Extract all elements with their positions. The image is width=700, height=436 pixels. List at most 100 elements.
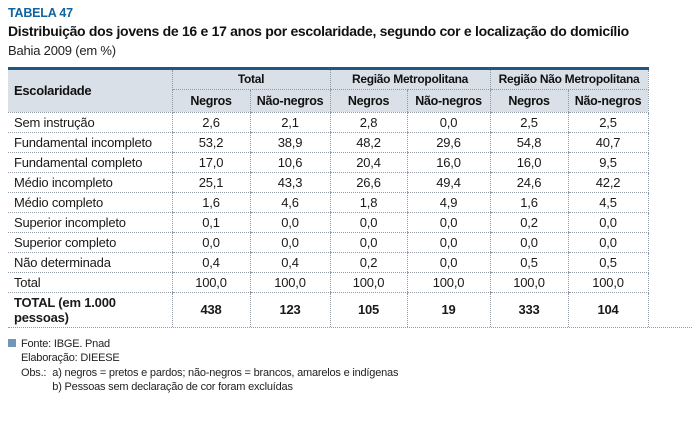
cell-value: 1,6 xyxy=(489,192,569,213)
cell-value: 0,0 xyxy=(567,232,649,253)
cell-value: 100,0 xyxy=(329,272,407,293)
table-row: Fundamental completo 17,0 10,6 20,4 16,0 16,0… xyxy=(8,152,649,173)
row-label: Fundamental incompleto xyxy=(8,132,172,153)
table-row: Médio incompleto 25,1 43,3 26,6 49,4 24,6 42,2 xyxy=(8,172,649,193)
cell-value: 0,0 xyxy=(406,252,491,273)
group-header-regiao-metropolitana: Região Metropolitana xyxy=(329,68,491,90)
cell-value: 24,6 xyxy=(489,172,569,193)
table-body: Sem instrução 2,6 2,1 2,8 0,0 2,5 2,5 Fundament… xyxy=(8,112,649,327)
cell-value: 49,4 xyxy=(406,172,491,193)
cell-value: 0,0 xyxy=(329,212,407,233)
cell-value: 2,6 xyxy=(171,112,250,133)
table-row: Médio completo 1,6 4,6 1,8 4,9 1,6 4,5 xyxy=(8,192,649,213)
cell-value: 333 xyxy=(489,292,569,327)
cell-value: 123 xyxy=(249,292,330,327)
cell-value: 17,0 xyxy=(171,152,250,173)
row-label: Sem instrução xyxy=(8,112,172,133)
cell-value: 4,6 xyxy=(249,192,330,213)
obs-item-a: a) negros = pretos e pardos; não-negros … xyxy=(52,366,399,379)
cell-value: 0,1 xyxy=(171,212,250,233)
cell-value: 2,5 xyxy=(489,112,569,133)
cell-value: 2,5 xyxy=(567,112,649,133)
row-label: Superior completo xyxy=(8,232,172,253)
table-row: Fundamental incompleto 53,2 38,9 48,2 29,6 54… xyxy=(8,132,649,153)
cell-value: 0,0 xyxy=(406,232,491,253)
cell-value: 16,0 xyxy=(489,152,569,173)
page-title: Distribuição dos jovens de 16 e 17 anos … xyxy=(8,23,629,39)
cell-value: 0,4 xyxy=(249,252,330,273)
table-row: Sem instrução 2,6 2,1 2,8 0,0 2,5 2,5 xyxy=(8,112,649,133)
cell-value: 2,1 xyxy=(249,112,330,133)
obs-label: Obs.: xyxy=(21,366,47,379)
escolaridade-table: Escolaridade Total Região Metropolitana … xyxy=(8,66,649,327)
cell-value: 100,0 xyxy=(406,272,491,293)
table-bottom-rule xyxy=(8,326,692,328)
cell-value: 0,0 xyxy=(249,232,330,253)
cell-value: 0,2 xyxy=(489,212,569,233)
source-bullet-icon xyxy=(8,338,16,347)
subheader-total-nao-negros: Não-negros xyxy=(249,89,330,113)
group-header-row: Escolaridade Total Região Metropolitana … xyxy=(8,68,649,113)
cell-value: 29,6 xyxy=(406,132,491,153)
cell-value: 10,6 xyxy=(249,152,330,173)
table-row: Total 100,0 100,0 100,0 100,0 100,0 100,0 xyxy=(8,272,649,293)
cell-value: 0,0 xyxy=(171,232,250,253)
cell-value: 54,8 xyxy=(489,132,569,153)
cell-value: 1,8 xyxy=(329,192,407,213)
row-label: Médio completo xyxy=(8,192,172,213)
cell-value: 0,5 xyxy=(567,252,649,273)
cell-value: 43,3 xyxy=(249,172,330,193)
cell-value: 438 xyxy=(171,292,250,327)
cell-value: 0,0 xyxy=(406,212,491,233)
page-subtitle: Bahia 2009 (em %) xyxy=(8,42,116,58)
cell-value: 0,0 xyxy=(329,232,407,253)
row-label: Superior incompleto xyxy=(8,212,172,233)
group-header-total: Total xyxy=(171,68,330,90)
cell-value: 0,2 xyxy=(329,252,407,273)
cell-value: 105 xyxy=(329,292,407,327)
cell-value: 19 xyxy=(406,292,491,327)
table-row: Não determinada 0,4 0,4 0,2 0,0 0,5 0,5 xyxy=(8,252,649,273)
cell-value: 16,0 xyxy=(406,152,491,173)
cell-value: 4,9 xyxy=(406,192,491,213)
table-row: Superior incompleto 0,1 0,0 0,0 0,0 0,2 0,0 xyxy=(8,212,649,233)
cell-value: 0,0 xyxy=(249,212,330,233)
cell-value: 0,5 xyxy=(489,252,569,273)
subheader-row: Negros Não-negros Negros Não-negros Negr… xyxy=(8,89,649,113)
cell-value: 38,9 xyxy=(249,132,330,153)
cell-value: 53,2 xyxy=(171,132,250,153)
cell-value: 42,2 xyxy=(567,172,649,193)
obs-items: a) negros = pretos e pardos; não-negros … xyxy=(52,366,398,395)
cell-value: 0,0 xyxy=(567,212,649,233)
table-number-tag: TABELA 47 xyxy=(8,6,73,20)
row-label: Médio incompleto xyxy=(8,172,172,193)
table-footer: Fonte: IBGE. Pnad Elaboração: DIEESE Obs… xyxy=(8,337,700,395)
subheader-total-negros: Negros xyxy=(171,89,250,113)
subheader-rm-negros: Negros xyxy=(329,89,407,113)
cell-value: 20,4 xyxy=(329,152,407,173)
obs-item-b: b) Pessoas sem declaração de cor foram e… xyxy=(52,381,293,394)
row-label: Fundamental completo xyxy=(8,152,172,173)
cell-value: 100,0 xyxy=(489,272,569,293)
table-row: TOTAL (em 1.000 pessoas) 438 123 105 19 333 10… xyxy=(8,292,649,327)
group-header-regiao-nao-metropolitana: Região Não Metropolitana xyxy=(489,68,649,90)
observations: Obs.: a) negros = pretos e pardos; não-n… xyxy=(21,366,700,395)
cell-value: 0,0 xyxy=(406,112,491,133)
cell-value: 100,0 xyxy=(567,272,649,293)
row-label: Total xyxy=(8,272,172,293)
cell-value: 4,5 xyxy=(567,192,649,213)
elaboration-text: Elaboração: DIEESE xyxy=(21,352,120,365)
cell-value: 26,6 xyxy=(329,172,407,193)
subheader-rm-nao-negros: Não-negros xyxy=(406,89,491,113)
column-header-escolaridade: Escolaridade xyxy=(8,68,173,113)
cell-value: 25,1 xyxy=(171,172,250,193)
cell-value: 2,8 xyxy=(329,112,407,133)
cell-value: 1,6 xyxy=(171,192,250,213)
table-header: Escolaridade Total Região Metropolitana … xyxy=(8,68,649,113)
cell-value: 9,5 xyxy=(567,152,649,173)
source-line: Fonte: IBGE. Pnad xyxy=(8,337,700,352)
source-text: Fonte: IBGE. Pnad xyxy=(21,337,110,350)
cell-value: 100,0 xyxy=(249,272,330,293)
cell-value: 0,0 xyxy=(489,232,569,253)
